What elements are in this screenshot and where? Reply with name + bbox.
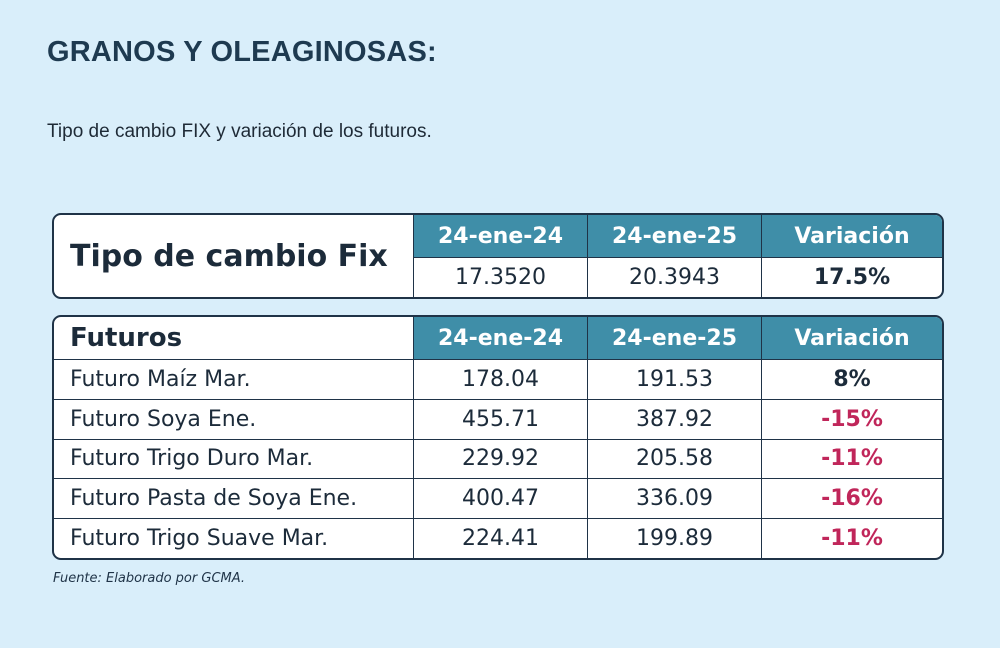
futures-row-value2: 336.09 [588, 478, 762, 519]
futures-row-name: Futuro Maíz Mar. [54, 359, 414, 399]
page-subtitle: Tipo de cambio FIX y variación de los fu… [47, 121, 432, 142]
futures-row-variation: 8% [762, 359, 942, 399]
futures-row-variation: -11% [762, 518, 942, 558]
fx-table-label: Tipo de cambio Fix [54, 215, 414, 297]
fx-value-date1: 17.3520 [414, 257, 588, 297]
fx-header-date2: 24-ene-25 [588, 215, 762, 257]
futures-row-value2: 199.89 [588, 518, 762, 558]
source-note: Fuente: Elaborado por GCMA. [53, 571, 245, 586]
futures-row-value1: 455.71 [414, 398, 588, 439]
futures-row-value1: 178.04 [414, 359, 588, 399]
futures-row-variation: -16% [762, 478, 942, 518]
futures-row-value1: 400.47 [414, 478, 588, 519]
futures-row-value1: 229.92 [414, 438, 588, 479]
futures-header-variation: Variación [762, 317, 942, 359]
futures-row-name: Futuro Trigo Suave Mar. [54, 518, 414, 558]
fx-header-date1: 24-ene-24 [414, 215, 588, 257]
fx-table: Tipo de cambio Fix 24-ene-24 24-ene-25 V… [52, 213, 944, 299]
futures-row-variation: -15% [762, 398, 942, 439]
fx-header-variation: Variación [762, 215, 942, 257]
fx-value-date2: 20.3943 [588, 257, 762, 297]
futures-header-date1: 24-ene-24 [414, 317, 588, 359]
futures-row-variation: -11% [762, 438, 942, 479]
futures-row-name: Futuro Pasta de Soya Ene. [54, 478, 414, 519]
futures-row-value2: 205.58 [588, 438, 762, 479]
fx-value-variation: 17.5% [762, 257, 942, 297]
futures-header-date2: 24-ene-25 [588, 317, 762, 359]
futures-row-value2: 191.53 [588, 359, 762, 399]
futures-row-name: Futuro Soya Ene. [54, 398, 414, 439]
futures-row-value1: 224.41 [414, 518, 588, 558]
page-title: GRANOS Y OLEAGINOSAS: [47, 36, 437, 68]
futures-table: Futuros 24-ene-24 24-ene-25 Variación Fu… [52, 315, 944, 560]
futures-row-value2: 387.92 [588, 398, 762, 439]
futures-table-label: Futuros [54, 317, 414, 359]
futures-row-name: Futuro Trigo Duro Mar. [54, 438, 414, 479]
